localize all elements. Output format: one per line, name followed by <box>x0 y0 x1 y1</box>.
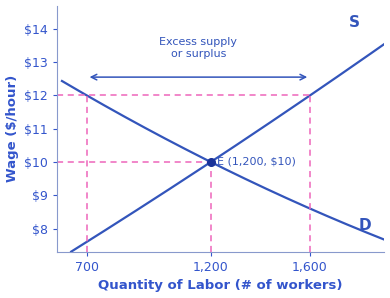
Text: E (1,200, $10): E (1,200, $10) <box>217 157 296 167</box>
Text: Excess supply
or surplus: Excess supply or surplus <box>160 37 238 59</box>
Text: D: D <box>358 218 371 233</box>
Text: S: S <box>349 15 360 30</box>
Y-axis label: Wage ($/hour): Wage ($/hour) <box>5 75 19 182</box>
X-axis label: Quantity of Labor (# of workers): Quantity of Labor (# of workers) <box>99 280 343 292</box>
